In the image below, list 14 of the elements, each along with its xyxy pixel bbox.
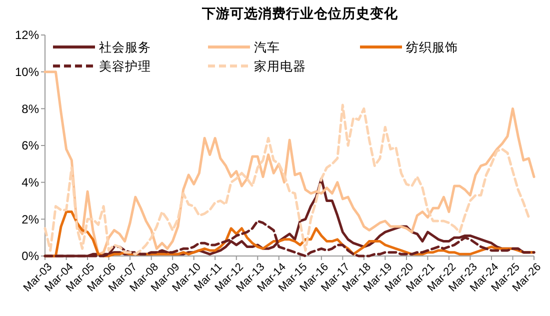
chart-title: 下游可选消费行业仓位历史变化 [201, 5, 399, 21]
y-tick-label: 8% [22, 102, 40, 116]
y-tick-label: 4% [22, 176, 40, 190]
y-tick-label: 10% [14, 65, 40, 80]
y-tick-label: 12% [14, 28, 40, 42]
legend-label: 纺织服饰 [406, 40, 458, 54]
y-tick-label: 6% [22, 138, 40, 153]
legend-label: 家用电器 [254, 58, 306, 74]
legend-label: 社会服务 [99, 40, 151, 54]
line-series [44, 104, 530, 256]
y-tick-label: 0% [22, 249, 40, 264]
legend-label: 美容护理 [99, 58, 151, 74]
legend-label: 汽车 [254, 40, 280, 54]
y-tick-label: 2% [22, 212, 40, 226]
